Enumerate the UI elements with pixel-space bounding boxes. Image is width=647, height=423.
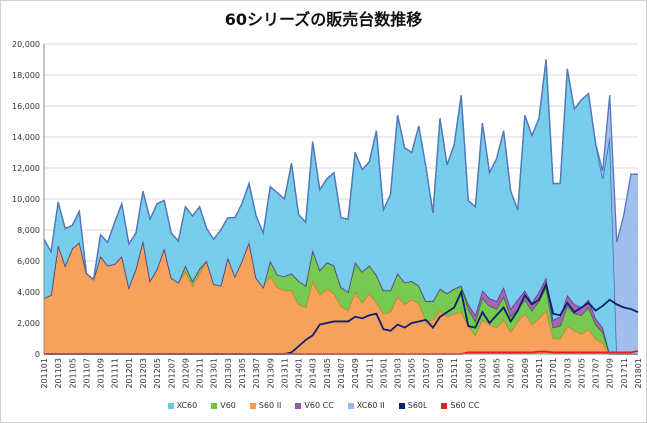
x-tick-label: 201701	[549, 358, 558, 389]
legend-swatch	[249, 402, 256, 409]
x-tick-label: 201105	[68, 358, 77, 389]
legend-label: V60 CC	[304, 401, 334, 410]
x-tick-label: 201707	[592, 358, 601, 389]
y-tick-label: 14,000	[12, 133, 40, 142]
y-tick-label: 8,000	[17, 226, 40, 235]
x-tick-label: 201605	[493, 358, 502, 389]
legend-item-s60-cc: S60 CC	[441, 401, 479, 410]
x-tick-label: 201103	[54, 358, 63, 389]
legend-item-v60: V60	[211, 401, 236, 410]
legend-swatch	[211, 402, 218, 409]
x-tick-label: 201101	[40, 358, 49, 389]
legend-swatch	[167, 402, 174, 409]
legend-item-s60-ii: S60 II	[249, 401, 282, 410]
x-tick-label: 201705	[577, 358, 586, 389]
legend-swatch	[398, 402, 405, 409]
y-tick-label: 10,000	[12, 195, 40, 204]
x-tick-label: 201405	[323, 358, 332, 389]
x-tick-label: 201109	[97, 358, 106, 389]
legend-item-s60l: S60L	[398, 401, 428, 410]
x-tick-label: 201201	[125, 358, 134, 389]
x-tick-label: 201305	[238, 358, 247, 389]
x-tick-label: 201711	[620, 358, 629, 389]
x-tick-label: 201211	[196, 358, 205, 389]
x-tick-label: 201409	[351, 358, 360, 389]
x-tick-labels: 201101 201103 201105 201107 201109 201111 2012…	[40, 358, 643, 389]
area-series	[43, 59, 638, 355]
x-tick-label: 201205	[153, 358, 162, 389]
y-tick-label: 16,000	[12, 102, 40, 111]
legend-label: XC60 II	[356, 401, 385, 410]
axes	[43, 44, 638, 355]
x-tick-label: 201611	[535, 358, 544, 389]
x-tick-label: 201507	[422, 358, 431, 389]
legend-item-xc60: XC60	[167, 401, 198, 410]
legend-swatch	[347, 402, 354, 409]
legend-swatch	[295, 402, 302, 409]
legend-swatch	[441, 402, 448, 409]
legend: XC60 V60 S60 II V60 CC XC60 II S60L S60 CC	[0, 401, 647, 410]
y-tick-label: 18,000	[12, 71, 40, 80]
y-tick-label: 4,000	[17, 288, 40, 297]
x-tick-label: 201209	[181, 358, 190, 389]
y-tick-label: 0	[35, 350, 40, 359]
legend-label: S60 CC	[450, 401, 480, 410]
area-xc60	[44, 59, 638, 354]
legend-label: S60L	[407, 401, 428, 410]
y-tick-label: 12,000	[12, 164, 40, 173]
area-s60-ii	[44, 240, 638, 354]
area-edge-xc60-ii	[43, 59, 638, 281]
x-tick-label: 201207	[167, 358, 176, 389]
x-tick-label: 201407	[337, 358, 346, 389]
x-tick-label: 201401	[295, 358, 304, 389]
x-tick-label: 201609	[521, 358, 530, 389]
y-tick-label: 20,000	[12, 40, 40, 49]
x-tick-label: 201505	[408, 358, 417, 389]
x-tick-label: 201501	[379, 358, 388, 389]
x-tick-label: 201509	[436, 358, 445, 389]
x-tick-label: 201703	[563, 358, 572, 389]
x-tick-label: 201503	[394, 358, 403, 389]
x-tick-label: 201801	[634, 358, 643, 389]
x-tick-label: 201203	[139, 358, 148, 389]
x-tick-label: 201601	[464, 358, 473, 389]
y-tick-label: 2,000	[17, 319, 40, 328]
chart-title: 60シリーズの販売台数推移	[224, 10, 423, 29]
x-tick-label: 201307	[252, 358, 261, 389]
x-tick-label: 201607	[507, 358, 516, 389]
x-tick-label: 201709	[606, 358, 615, 389]
area-v60	[44, 240, 638, 354]
x-tick-label: 201411	[365, 358, 374, 389]
y-tick-labels: 0 2,000 4,000 6,000 8,000 10,000 12,000 14,000 1…	[12, 40, 40, 359]
x-tick-label: 201111	[111, 358, 120, 389]
x-tick-label: 201403	[309, 358, 318, 389]
x-tick-label: 201303	[224, 358, 233, 389]
x-tick-label: 201309	[266, 358, 275, 389]
legend-label: XC60	[176, 401, 198, 410]
x-tick-label: 201311	[280, 358, 289, 389]
x-tick-label: 201603	[478, 358, 487, 389]
legend-item-v60-cc: V60 CC	[295, 401, 334, 410]
y-tick-label: 6,000	[17, 257, 40, 266]
legend-item-xc60-ii: XC60 II	[347, 401, 385, 410]
legend-label: V60	[220, 401, 236, 410]
x-tick-label: 201301	[210, 358, 219, 389]
legend-label: S60 II	[258, 401, 282, 410]
x-tick-label: 201511	[450, 358, 459, 389]
x-tick-label: 201107	[82, 358, 91, 389]
